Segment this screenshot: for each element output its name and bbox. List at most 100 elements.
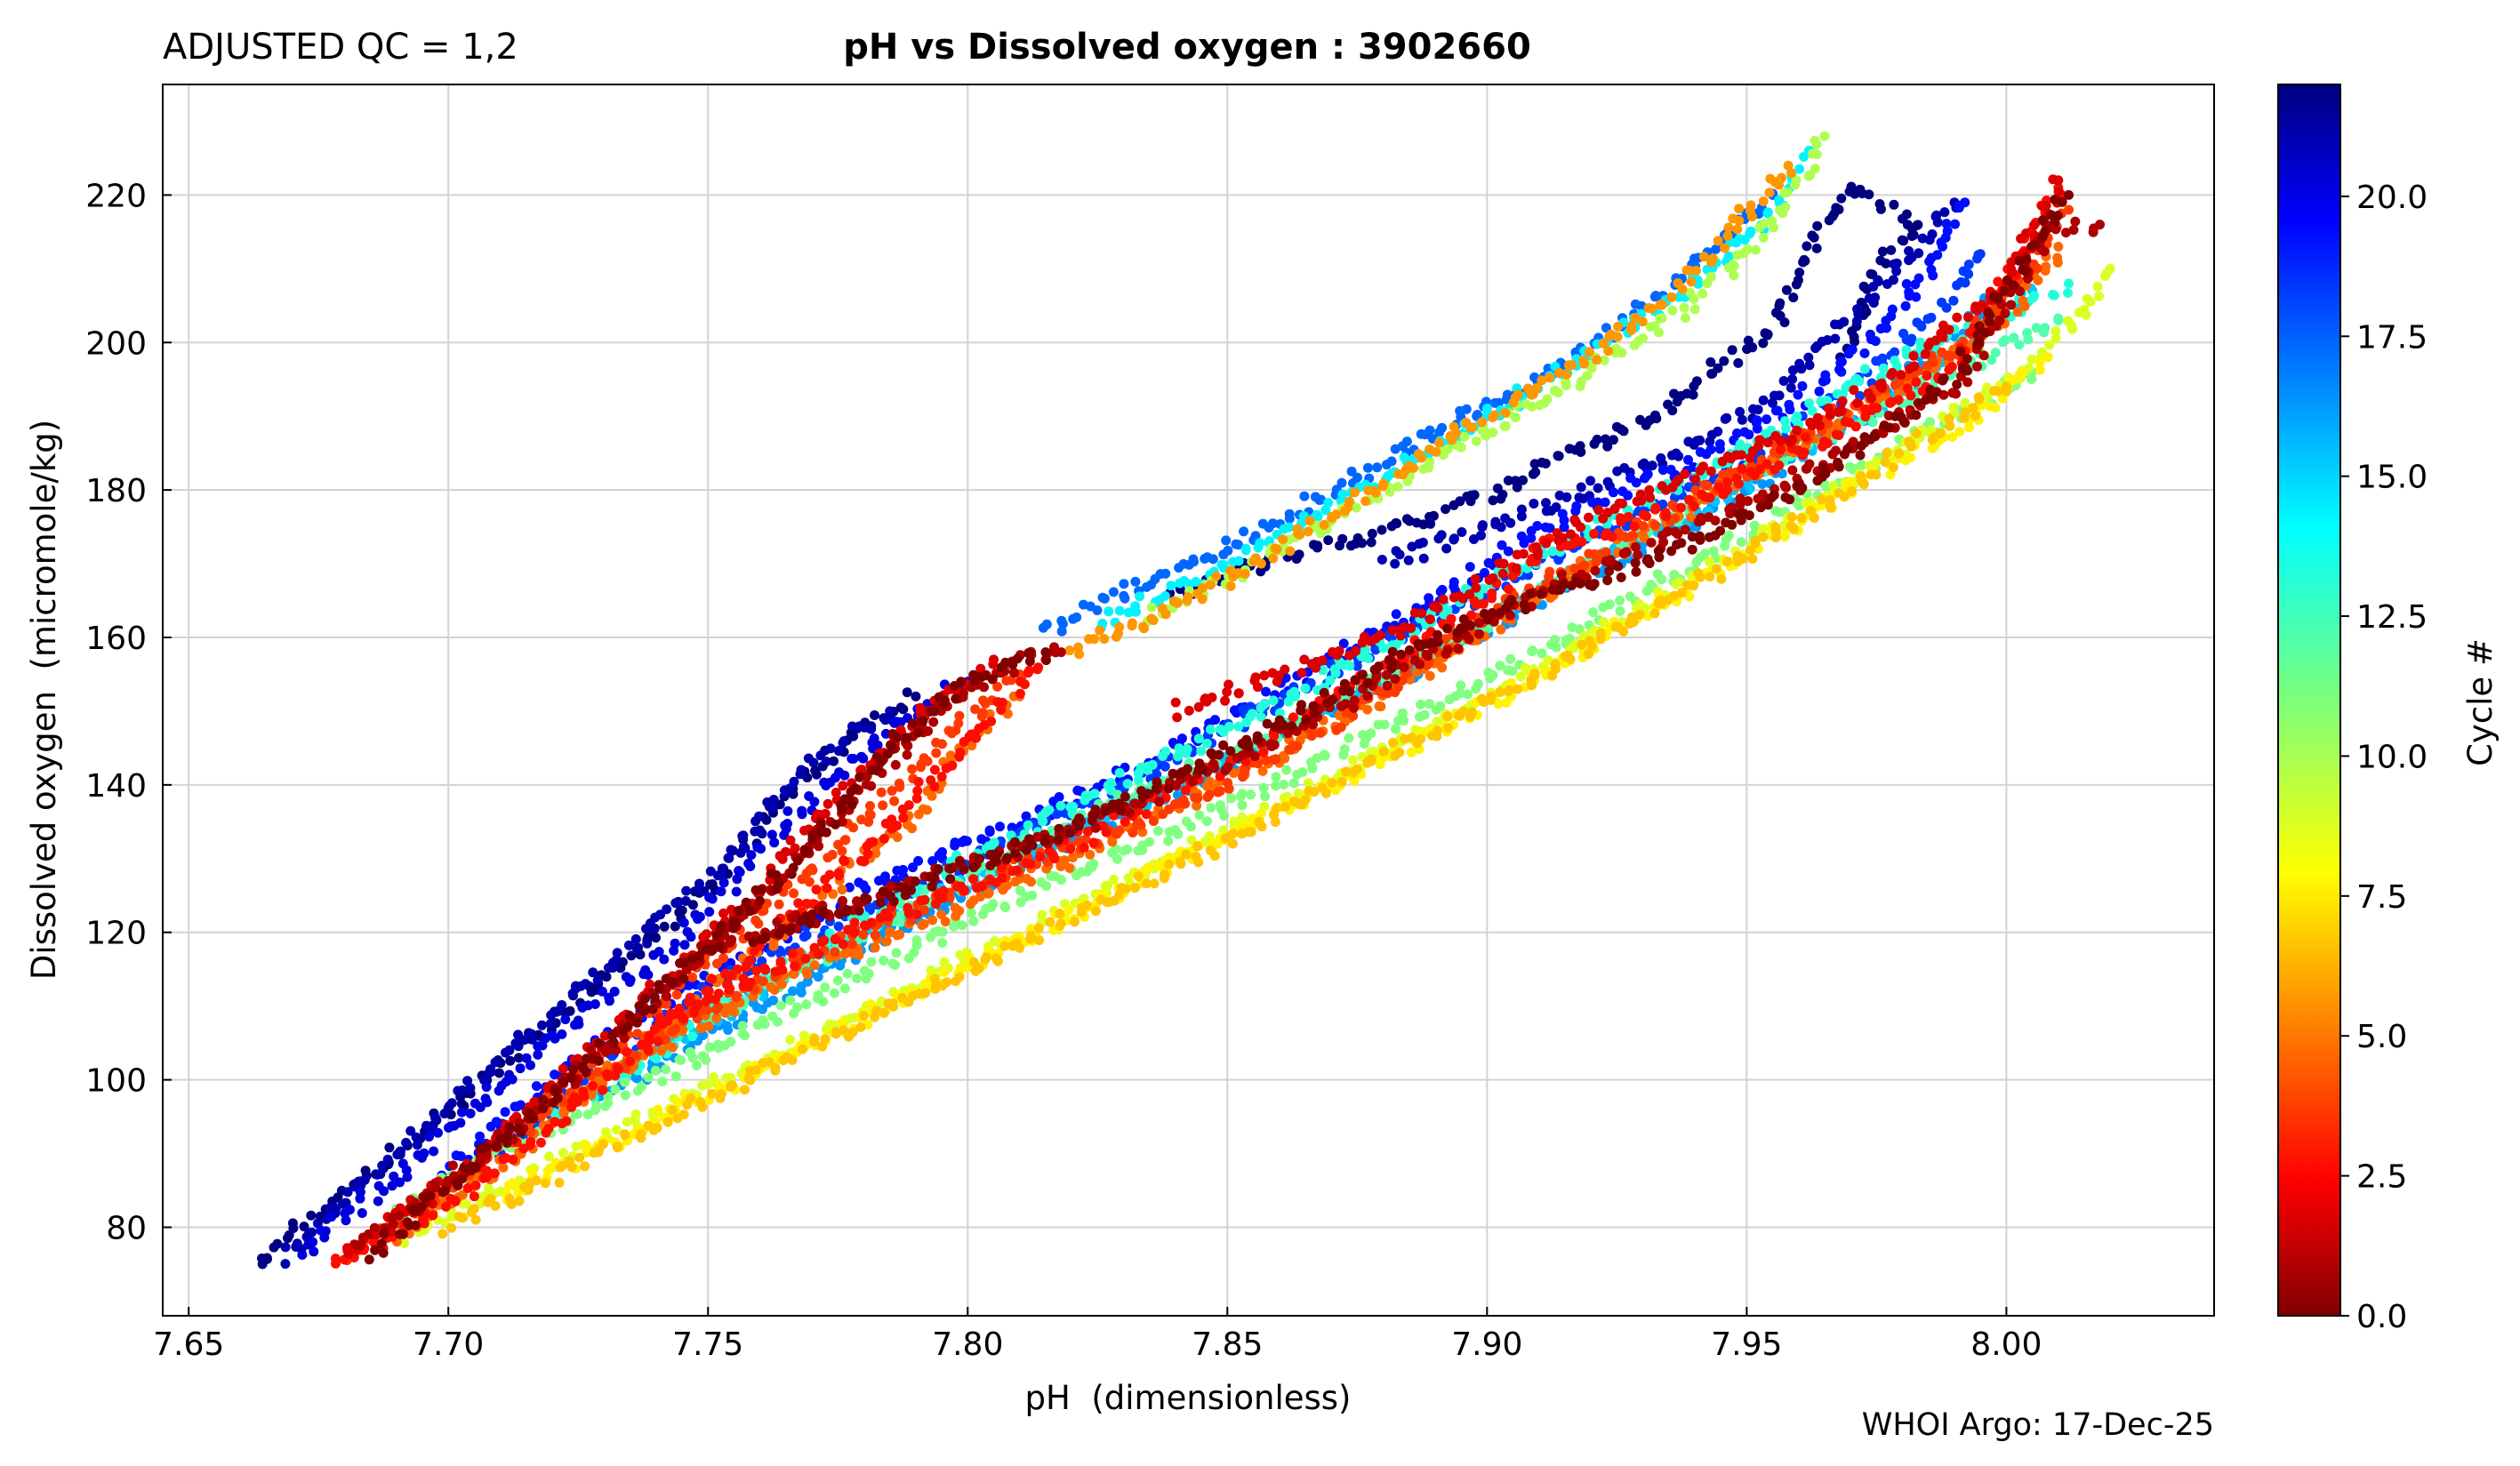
data-point xyxy=(508,1178,518,1189)
data-point xyxy=(837,885,847,895)
data-point xyxy=(554,1177,565,1188)
data-point xyxy=(1528,645,1538,656)
data-point xyxy=(852,973,863,983)
data-point xyxy=(1045,917,1055,927)
data-point xyxy=(977,708,988,718)
data-point xyxy=(1205,724,1216,734)
data-point xyxy=(1608,435,1618,445)
data-point xyxy=(847,939,857,949)
data-point xyxy=(739,841,750,852)
data-point xyxy=(1323,535,1334,546)
data-point xyxy=(927,915,938,925)
data-point xyxy=(1941,302,1952,313)
chart-title: pH vs Dissolved oxygen : 3902660 xyxy=(843,27,1531,68)
data-point xyxy=(681,885,692,896)
data-point xyxy=(787,1055,798,1065)
data-point xyxy=(1677,284,1688,294)
data-point xyxy=(1181,849,1192,860)
data-point xyxy=(693,914,703,925)
data-point xyxy=(450,1196,461,1206)
data-point xyxy=(626,950,637,961)
data-point xyxy=(756,828,766,838)
data-point xyxy=(1336,776,1347,787)
data-point xyxy=(678,917,689,928)
data-point xyxy=(445,1101,454,1111)
data-point xyxy=(740,1085,750,1095)
data-point xyxy=(1164,859,1175,869)
data-point xyxy=(1233,556,1244,566)
data-point xyxy=(542,1166,553,1176)
data-point xyxy=(1280,753,1290,764)
data-point xyxy=(687,900,698,910)
data-point xyxy=(437,1229,448,1239)
data-point xyxy=(776,979,787,989)
data-point xyxy=(465,1109,476,1118)
data-point xyxy=(659,921,670,932)
data-point xyxy=(1874,199,1885,209)
data-point xyxy=(1221,535,1232,546)
data-point xyxy=(1786,512,1797,522)
data-point xyxy=(505,1055,516,1066)
data-point xyxy=(1695,435,1705,445)
data-point xyxy=(1732,428,1742,438)
data-point xyxy=(304,1228,315,1238)
data-point xyxy=(1894,448,1905,459)
data-point xyxy=(1711,564,1721,574)
data-point xyxy=(1465,562,1475,573)
data-point xyxy=(1722,557,1733,567)
data-point xyxy=(726,1037,736,1047)
data-point xyxy=(1065,802,1076,813)
data-point xyxy=(995,821,1005,832)
data-point xyxy=(1834,488,1844,499)
data-point xyxy=(1357,538,1368,549)
data-point xyxy=(623,940,634,950)
data-point xyxy=(1945,421,1955,431)
data-point xyxy=(895,781,905,792)
data-point xyxy=(1680,313,1690,324)
data-point xyxy=(428,1210,438,1221)
qc-label: ADJUSTED QC = 1,2 xyxy=(163,27,518,68)
data-point xyxy=(1960,197,1970,208)
data-point xyxy=(1904,245,1914,256)
data-point xyxy=(395,1177,405,1188)
data-point xyxy=(1904,287,1914,298)
data-point xyxy=(1505,653,1516,664)
data-point xyxy=(601,972,612,982)
data-point xyxy=(341,1215,351,1226)
data-point xyxy=(1793,389,1803,400)
data-point xyxy=(1441,504,1451,515)
data-point xyxy=(1127,621,1137,631)
data-point xyxy=(1906,441,1916,452)
data-point xyxy=(1873,275,1883,285)
data-point xyxy=(737,1021,748,1031)
data-point xyxy=(1906,453,1916,463)
data-point xyxy=(832,975,843,986)
data-point xyxy=(817,1041,828,1052)
data-point xyxy=(881,936,892,947)
data-point xyxy=(470,1098,480,1109)
data-point xyxy=(694,878,704,889)
data-point xyxy=(1104,606,1114,617)
data-point xyxy=(1366,728,1376,739)
data-point xyxy=(888,1001,899,1012)
data-point xyxy=(1758,338,1769,348)
data-point xyxy=(911,691,921,701)
data-point xyxy=(1289,686,1300,697)
data-point xyxy=(950,837,960,848)
data-point xyxy=(1224,783,1234,794)
data-point xyxy=(879,955,889,965)
data-point xyxy=(1779,529,1790,540)
data-point xyxy=(620,1090,630,1101)
data-point xyxy=(968,916,979,926)
data-point xyxy=(1541,506,1552,517)
data-point xyxy=(1122,844,1133,854)
data-point xyxy=(2092,281,2103,292)
data-point xyxy=(1942,226,1953,236)
data-point xyxy=(1656,453,1666,463)
data-point xyxy=(1471,436,1481,446)
data-point xyxy=(1163,836,1174,846)
data-point xyxy=(1425,457,1435,468)
data-point xyxy=(1771,526,1781,537)
data-point xyxy=(1000,902,1011,913)
